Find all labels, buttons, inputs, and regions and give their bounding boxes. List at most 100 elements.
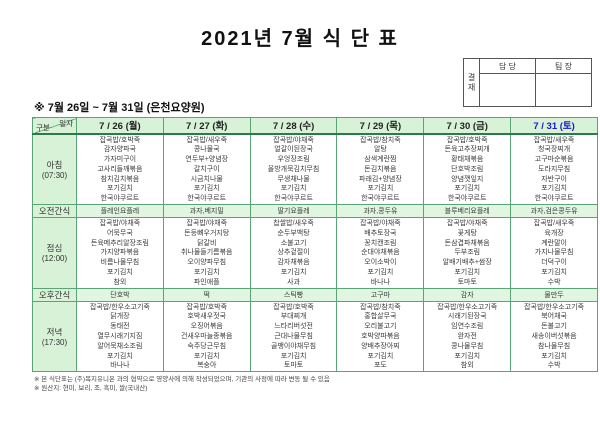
menu-row-afternoon-snack: 오후간식 단호박 떡 스틱빵 고구마 감자 물만두 bbox=[32, 287, 598, 302]
menu-item: 잡곡밥/참치죽 bbox=[360, 303, 401, 311]
menu-item: 복숭아 bbox=[197, 362, 217, 370]
meal-label-afternoon-snack: 오후간식 bbox=[32, 287, 77, 302]
menu-item: 열무시래기지짐 bbox=[97, 333, 143, 341]
menu-item: 포기김치 bbox=[367, 269, 394, 277]
menu-item: 포기김치 bbox=[193, 269, 220, 277]
day-header: 7 / 31 (토) bbox=[510, 117, 598, 135]
menu-cell: 잡곡밥/한우소고기죽 시래기된장국 임연수조림 완자전 콩나물무침 포기김치 참외 bbox=[423, 300, 512, 373]
menu-item: 건새우마늘종볶음 bbox=[180, 333, 233, 341]
menu-item: 동태전 bbox=[110, 323, 130, 331]
menu-item: 알배기배추+쌈장 bbox=[442, 259, 492, 267]
menu-cell: 잡곡밥/야채죽 돈등뼈우거지탕 닭갈비 취나물들기름볶음 오이양파무침 포기김치 파인애플 bbox=[162, 217, 251, 289]
menu-item: 잡곡밥/야채죽 bbox=[186, 220, 228, 228]
meal-label-lunch: 점심 (12:00) bbox=[32, 217, 77, 289]
menu-item: 콩나물국 bbox=[193, 146, 220, 154]
menu-item: 올방개묵김치무침 bbox=[267, 165, 320, 173]
menu-item: 돈육고추장찌개 bbox=[444, 146, 490, 154]
menu-item: 숙주당근무침 bbox=[187, 342, 227, 350]
page-title: 2021년 7월 식 단 표 bbox=[201, 28, 399, 50]
menu-item: 느타리버섯전 bbox=[274, 323, 313, 331]
menu-item: 포기김치 bbox=[107, 269, 133, 277]
approval-role-timjang: 팀 장 bbox=[535, 58, 592, 74]
menu-item: 잡곡밥/호박죽 bbox=[273, 303, 314, 311]
menu-item: 북어채국 bbox=[541, 313, 567, 321]
menu-item: 닭갈비 bbox=[197, 239, 217, 247]
menu-item: 호박양파볶음 bbox=[361, 333, 400, 341]
day-header: 7 / 26 (월) bbox=[76, 117, 164, 135]
menu-item: 토마토 bbox=[457, 278, 477, 286]
menu-item: 바나나 bbox=[370, 278, 391, 286]
menu-item: 포기김치 bbox=[193, 185, 220, 193]
menu-cell: 잡곡밥/야채죽 어묵무국 돈육메추리알장조림 가지양파볶음 비름나물무침 포기김치 참외 bbox=[76, 217, 164, 289]
menu-item: 포기김치 bbox=[193, 352, 220, 360]
menu-cell: 잡곡밥/새우죽 육개장 계란말이 가지나물무침 더덕구이 포기김치 수박 bbox=[510, 217, 598, 289]
footnotes: ※ 본 식단표는 (주)복지유니온 과의 협약으로 영양사에 의해 작성되었으며… bbox=[34, 376, 330, 393]
menu-cell: 블루베리요플레 bbox=[423, 204, 512, 219]
menu-item: 호박새우젓국 bbox=[187, 313, 227, 321]
menu-item: 황태채볶음 bbox=[451, 156, 484, 164]
meal-label-morning-snack: 오전간식 bbox=[32, 204, 77, 219]
footnote-line: ※ 본 식단표는 (주)복지유니온 과의 협약으로 영양사에 의해 작성되었으며… bbox=[34, 376, 330, 383]
menu-item: 오징어볶음 bbox=[190, 323, 223, 331]
menu-item: 잡곡밥/호박죽 bbox=[446, 136, 488, 144]
menu-item: 가지양파볶음 bbox=[100, 249, 140, 257]
day-header: 7 / 30 (금) bbox=[423, 117, 512, 135]
menu-cell: 잡곡밥/야채죽 꽃게탕 돈삼겹파채볶음 두부조림 알배기배추+쌈장 포기김치 토마토 bbox=[423, 217, 512, 289]
menu-item: 포기김치 bbox=[367, 352, 394, 360]
menu-item: 고구마순볶음 bbox=[534, 156, 574, 164]
menu-item: 취나물들기름볶음 bbox=[180, 249, 233, 257]
menu-item: 육개장 bbox=[544, 229, 564, 237]
menu-cell: 찹쌀밥/새우죽 순두부백탕 소불고기 상추겉절이 감자채볶음 포기김치 사과 bbox=[249, 217, 338, 289]
menu-cell: 고구마 bbox=[336, 287, 425, 302]
menu-item: 알탕 bbox=[373, 146, 387, 154]
menu-item: 완자전 bbox=[457, 333, 477, 341]
menu-item: 돈불고기 bbox=[541, 323, 567, 331]
menu-item: 비름나물무침 bbox=[100, 259, 140, 267]
menu-item: 무생채나물 bbox=[277, 175, 310, 183]
menu-cell: 잡곡밥/호박죽 감자양파국 가자미구이 고사리들깨볶음 참치김치볶음 포기김치 한국야쿠르트 bbox=[76, 132, 164, 206]
menu-item: 돈등뼈우거지탕 bbox=[184, 229, 230, 237]
menu-item: 돈육메추리알장조림 bbox=[90, 239, 149, 247]
menu-item: 도라지무침 bbox=[537, 165, 571, 173]
menu-table-body: 아침 (07:30) 잡곡밥/호박죽 감자양파국 가자미구이 고사리들깨볶음 참치김치볶음 포… bbox=[32, 132, 598, 373]
menu-item: 계란말이 bbox=[541, 239, 567, 247]
corner-label-date: 일자 bbox=[59, 119, 73, 128]
menu-item: 어묵무국 bbox=[107, 229, 133, 237]
menu-item: 양념깻잎지 bbox=[451, 175, 484, 183]
menu-cell: 과자,베지밀 bbox=[162, 204, 251, 219]
menu-item: 두부조림 bbox=[454, 249, 481, 257]
approval-role-damdang: 담 당 bbox=[479, 58, 536, 74]
menu-cell: 잡곡밥/야채죽 배추토장국 꽁치캔조림 순대야채볶음 오이소박이 포기김치 바나나 bbox=[336, 217, 425, 289]
menu-item: 자반구이 bbox=[541, 175, 567, 183]
menu-item: 한국야쿠르트 bbox=[447, 195, 487, 203]
menu-item: 감자양파국 bbox=[103, 146, 137, 154]
menu-item: 잡곡밥/야채죽 bbox=[360, 220, 401, 228]
approval-box: 결재 담 당 팀 장 bbox=[463, 58, 592, 107]
menu-cell: 물만두 bbox=[510, 287, 598, 302]
menu-item: 잡곡밥/새우죽 bbox=[533, 220, 575, 228]
menu-item: 고사리들깨볶음 bbox=[97, 165, 143, 173]
approval-sign-cell bbox=[535, 73, 592, 107]
menu-item: 포기김치 bbox=[107, 352, 133, 360]
menu-cell: 스틱빵 bbox=[249, 287, 338, 302]
menu-item: 포기김치 bbox=[454, 269, 481, 277]
corner-label-category: 구분 bbox=[36, 122, 50, 132]
menu-cell: 단호박 bbox=[76, 287, 164, 302]
menu-cell: 딸기요플레 bbox=[249, 204, 338, 219]
menu-cell: 잡곡밥/참치죽 홍합살무국 오리불고기 호박양파볶음 양배추장아찌 포기김치 포도 bbox=[336, 300, 425, 373]
menu-cell: 잡곡밥/참치죽 알탕 삼색계란찜 돈김치볶음 파래김+양념장 포기김치 한국야쿠르트 bbox=[336, 132, 425, 206]
footnote-line: ※ 원산지: 현미, 보리, 조, 흑미, 쌀(국내산) bbox=[34, 384, 148, 392]
menu-item: 포기김치 bbox=[107, 185, 133, 193]
menu-row-morning-snack: 오전간식 플레인요플레 과자,베지밀 딸기요플레 과자,콩두유 블루베리요플레 과자,검은콩… bbox=[32, 204, 598, 219]
menu-item: 수박 bbox=[547, 278, 561, 286]
menu-item: 잡곡밥/호박죽 bbox=[186, 303, 228, 311]
menu-item: 가지나물무침 bbox=[534, 249, 574, 257]
corner-cell: 일자 구분 bbox=[32, 117, 77, 135]
menu-item: 잡곡밥/새우죽 bbox=[186, 136, 228, 144]
menu-item: 우엉장조림 bbox=[277, 156, 310, 164]
menu-item: 근대나물무침 bbox=[274, 333, 313, 341]
menu-item: 한국야쿠르트 bbox=[534, 195, 574, 203]
menu-item: 잡곡밥/한우소고기죽 bbox=[89, 303, 150, 311]
menu-item: 포기김치 bbox=[280, 185, 307, 193]
menu-item: 한국야쿠르트 bbox=[100, 195, 140, 203]
